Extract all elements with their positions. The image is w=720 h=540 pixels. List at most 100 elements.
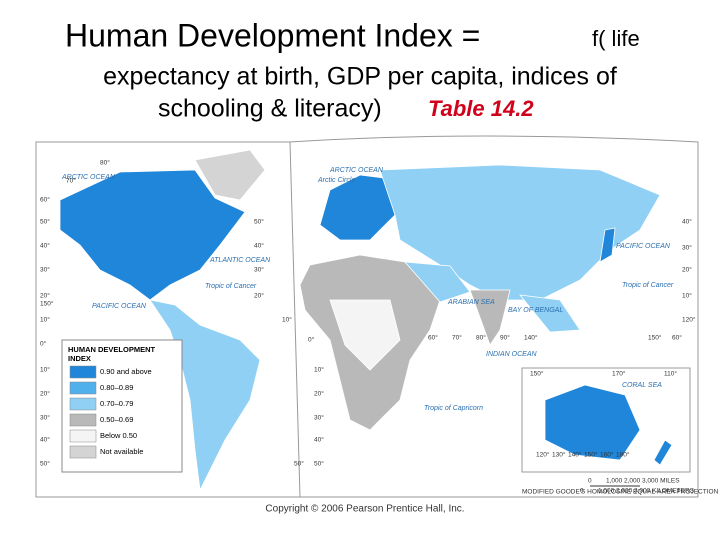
- degree-label: 10°: [314, 366, 324, 374]
- degree-label: 10°: [282, 316, 292, 324]
- legend-swatch: [69, 397, 97, 411]
- degree-label: 140°: [568, 451, 582, 459]
- title-small: f( life: [592, 26, 640, 51]
- degree-label: 150°: [40, 300, 54, 308]
- map-label: ARCTIC OCEAN: [329, 167, 384, 174]
- india: [469, 289, 511, 346]
- degree-label: 50°: [314, 460, 324, 468]
- greenland: [194, 149, 266, 201]
- europe: [319, 174, 401, 241]
- map-label: Tropic of Capricorn: [424, 405, 483, 412]
- degree-label: 80°: [100, 159, 110, 167]
- legend-swatch: [69, 381, 97, 395]
- title-main: Human Development Index =: [65, 17, 480, 53]
- degree-label: 50°: [40, 218, 50, 226]
- degree-label: 10°: [40, 366, 50, 374]
- degree-label: 20°: [314, 390, 324, 398]
- degree-label: 50°: [40, 460, 50, 468]
- degree-label: 120°: [682, 316, 696, 324]
- degree-label: 40°: [314, 436, 324, 444]
- scale-label: 1,000: [598, 488, 615, 495]
- degree-label: 20°: [682, 266, 692, 274]
- map-label: Arctic Circle: [317, 177, 355, 184]
- legend-title: INDEX: [68, 354, 91, 363]
- australia: [544, 384, 641, 461]
- legend-title: HUMAN DEVELOPMENT: [68, 345, 156, 354]
- degree-label: 50°: [254, 218, 264, 226]
- degree-label: 90°: [500, 334, 510, 342]
- map-label: PACIFIC OCEAN: [616, 243, 671, 250]
- degree-label: 110°: [664, 370, 677, 378]
- degree-label: 140°: [524, 334, 538, 342]
- title-line: schooling & literacy): [158, 95, 382, 123]
- degree-label: 130°: [552, 451, 566, 459]
- map-label: ATLANTIC OCEAN: [209, 257, 271, 264]
- north-america: [59, 169, 246, 301]
- degree-label: 150°: [648, 334, 662, 342]
- middle-east: [404, 261, 471, 303]
- degree-label: 70°: [452, 334, 462, 342]
- degree-label: 40°: [40, 436, 50, 444]
- scale-label: 2,000: [624, 478, 641, 485]
- copyright: Copyright © 2006 Pearson Prentice Hall, …: [265, 504, 464, 515]
- degree-label: 180°: [616, 451, 630, 459]
- degree-label: 160°: [600, 451, 614, 459]
- degree-label: 170°: [612, 370, 626, 378]
- degree-label: 20°: [40, 390, 50, 398]
- degree-label: 60°: [428, 334, 438, 342]
- scale-label: 0: [580, 488, 584, 495]
- degree-label: 10°: [682, 292, 692, 300]
- degree-label: 120°: [536, 451, 550, 459]
- degree-label: 40°: [682, 218, 692, 226]
- legend-swatch: [69, 365, 97, 379]
- degree-label: 150°: [530, 370, 544, 378]
- map-label: BAY OF BENGAL: [508, 307, 563, 314]
- degree-label: 30°: [682, 244, 692, 252]
- map-label: ARABIAN SEA: [447, 299, 495, 306]
- degree-label: 60°: [40, 196, 50, 204]
- map: [35, 135, 699, 498]
- degree-label: 30°: [254, 266, 264, 274]
- degree-label: 50°: [294, 460, 304, 468]
- scale-label: 1,000: [606, 478, 623, 485]
- scale-label: 3,000 KILOMETERS: [634, 488, 695, 495]
- legend-label: 0.80–0.89: [100, 383, 133, 392]
- map-label: INDIAN OCEAN: [486, 351, 538, 358]
- degree-label: 30°: [40, 266, 50, 274]
- scale-label: 2,000: [616, 488, 633, 495]
- legend-label: 0.50–0.69: [100, 415, 133, 424]
- legend-label: Not available: [100, 447, 143, 456]
- legend-swatch: [69, 429, 97, 443]
- degree-label: 60°: [672, 334, 682, 342]
- new-zealand: [653, 439, 673, 466]
- map-label: CORAL SEA: [622, 382, 662, 389]
- degree-label: 70°: [66, 177, 76, 185]
- table-ref: Table 14.2: [428, 96, 534, 121]
- degree-label: 0°: [40, 340, 47, 348]
- degree-label: 30°: [314, 414, 324, 422]
- se-asia: [519, 294, 581, 333]
- map-label: Tropic of Cancer: [205, 283, 257, 290]
- degree-label: 20°: [40, 292, 50, 300]
- degree-label: 0°: [308, 336, 315, 344]
- scale-label: 0: [588, 478, 592, 485]
- title-line: expectancy at birth, GDP per capita, ind…: [103, 63, 617, 91]
- degree-label: 40°: [40, 242, 50, 250]
- map-label: Tropic of Cancer: [622, 282, 674, 289]
- scale-label: 3,000 MILES: [642, 478, 680, 485]
- legend-label: 0.90 and above: [100, 367, 152, 376]
- degree-label: 40°: [254, 242, 264, 250]
- legend-swatch: [69, 413, 97, 427]
- projection: MODIFIED GOODE'S HOMOLOSINE EQUAL-AREA P…: [522, 489, 719, 496]
- map-label: PACIFIC OCEAN: [92, 303, 147, 310]
- degree-label: 30°: [40, 414, 50, 422]
- africa-low: [329, 299, 401, 371]
- legend-label: Below 0.50: [100, 431, 137, 440]
- legend-label: 0.70–0.79: [100, 399, 133, 408]
- map-label: ARCTIC OCEAN: [61, 174, 116, 181]
- degree-label: 10°: [40, 316, 50, 324]
- degree-label: 80°: [476, 334, 486, 342]
- japan: [599, 227, 616, 263]
- degree-label: 20°: [254, 292, 264, 300]
